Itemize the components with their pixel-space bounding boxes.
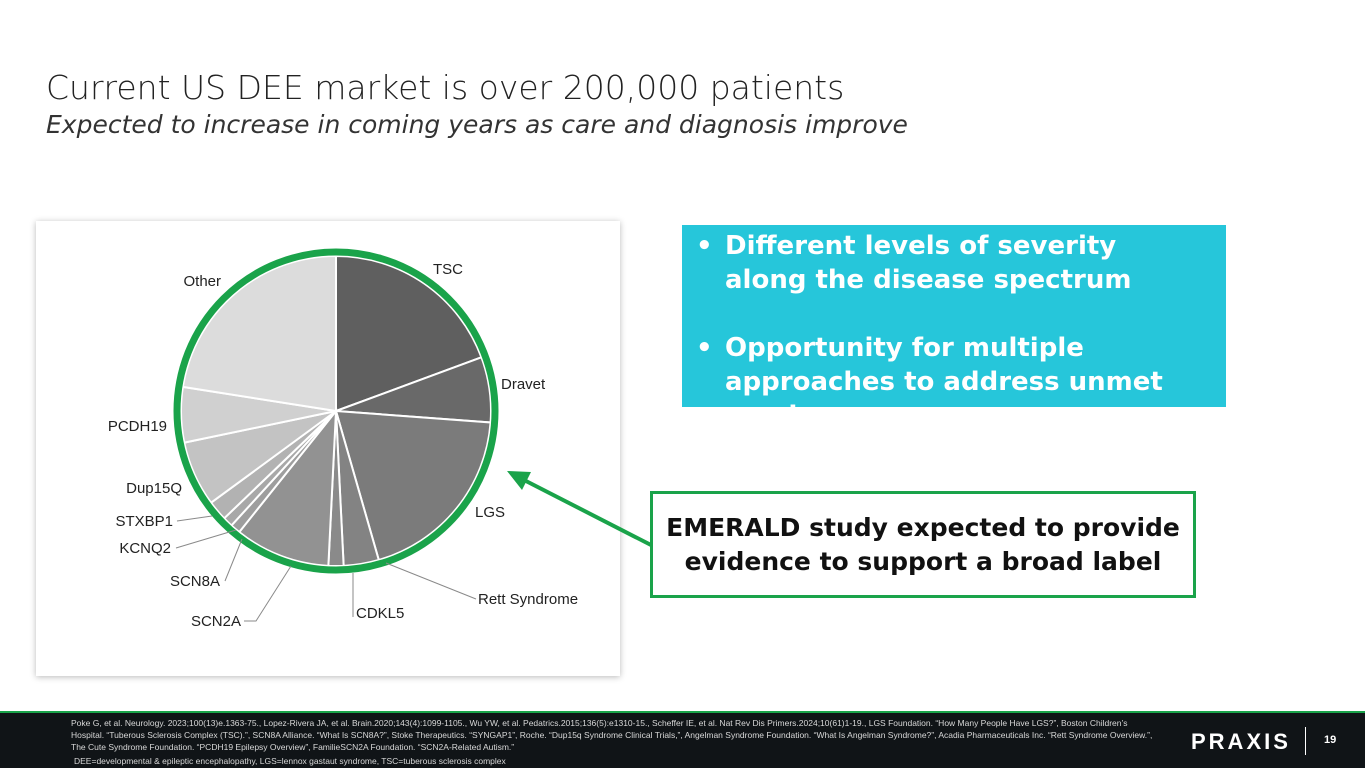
key-point-severity: Different levels of severity along the d… [696, 229, 1206, 297]
slice-label-rett-syndrome: Rett Syndrome [478, 591, 578, 608]
slide-subtitle: Expected to increase in coming years as … [46, 110, 908, 139]
slice-label-pcdh19: PCDH19 [108, 418, 167, 435]
pie-chart-card: TSC Dravet LGS Rett Syndrome CDKL5 SCN2A SCN8A… [36, 221, 620, 676]
pie-slice-other [181, 254, 337, 413]
leader-line-rett-syndrome [385, 562, 477, 600]
footer-bar: Poke G, et al. Neurology. 2023;100(13)e.… [0, 711, 1365, 768]
leader-line-kcnq2 [175, 529, 237, 549]
leader-line-scn2a [244, 565, 292, 622]
slice-label-kcnq2: KCNQ2 [119, 540, 171, 557]
key-points-list: Different levels of severity along the d… [696, 229, 1206, 433]
footer-abbreviations: DEE=developmental & epileptic encephalop… [74, 756, 506, 766]
pie-slice-scn2a [237, 407, 338, 567]
emerald-study-text: EMERALD study expected to provide eviden… [666, 512, 1180, 576]
slice-label-dup15q: Dup15Q [126, 480, 182, 497]
slice-label-lgs: LGS [475, 504, 505, 521]
slice-label-other: Other [183, 273, 221, 290]
footer-references: Poke G, et al. Neurology. 2023;100(13)e.… [71, 718, 1153, 752]
slice-label-scn8a: SCN8A [170, 573, 220, 590]
pie-slice-lgs [334, 409, 492, 562]
praxis-logo: PRAXIS [1191, 729, 1291, 754]
slice-label-cdkl5: CDKL5 [356, 605, 404, 622]
slice-label-dravet: Dravet [501, 376, 546, 393]
emerald-study-box: EMERALD study expected to provide eviden… [650, 491, 1196, 598]
page-number: 19 [1324, 734, 1337, 746]
slide-title: Current US DEE market is over 200,000 pa… [46, 68, 845, 107]
leader-line-scn8a [224, 538, 243, 582]
pie-slice-tsc [335, 254, 483, 413]
pie-outer-ring [173, 248, 499, 574]
slice-label-stxbp1: STXBP1 [115, 513, 173, 530]
slice-label-scn2a: SCN2A [191, 613, 241, 630]
key-point-approaches: Opportunity for multiple approaches to a… [696, 331, 1206, 433]
pie-chart: TSC Dravet LGS Rett Syndrome CDKL5 SCN2A SCN8A… [108, 248, 578, 630]
leader-line-stxbp1 [176, 515, 213, 522]
logo-divider [1305, 727, 1306, 755]
key-points-callout: Different levels of severity along the d… [682, 225, 1226, 431]
slice-label-tsc: TSC [433, 261, 463, 278]
